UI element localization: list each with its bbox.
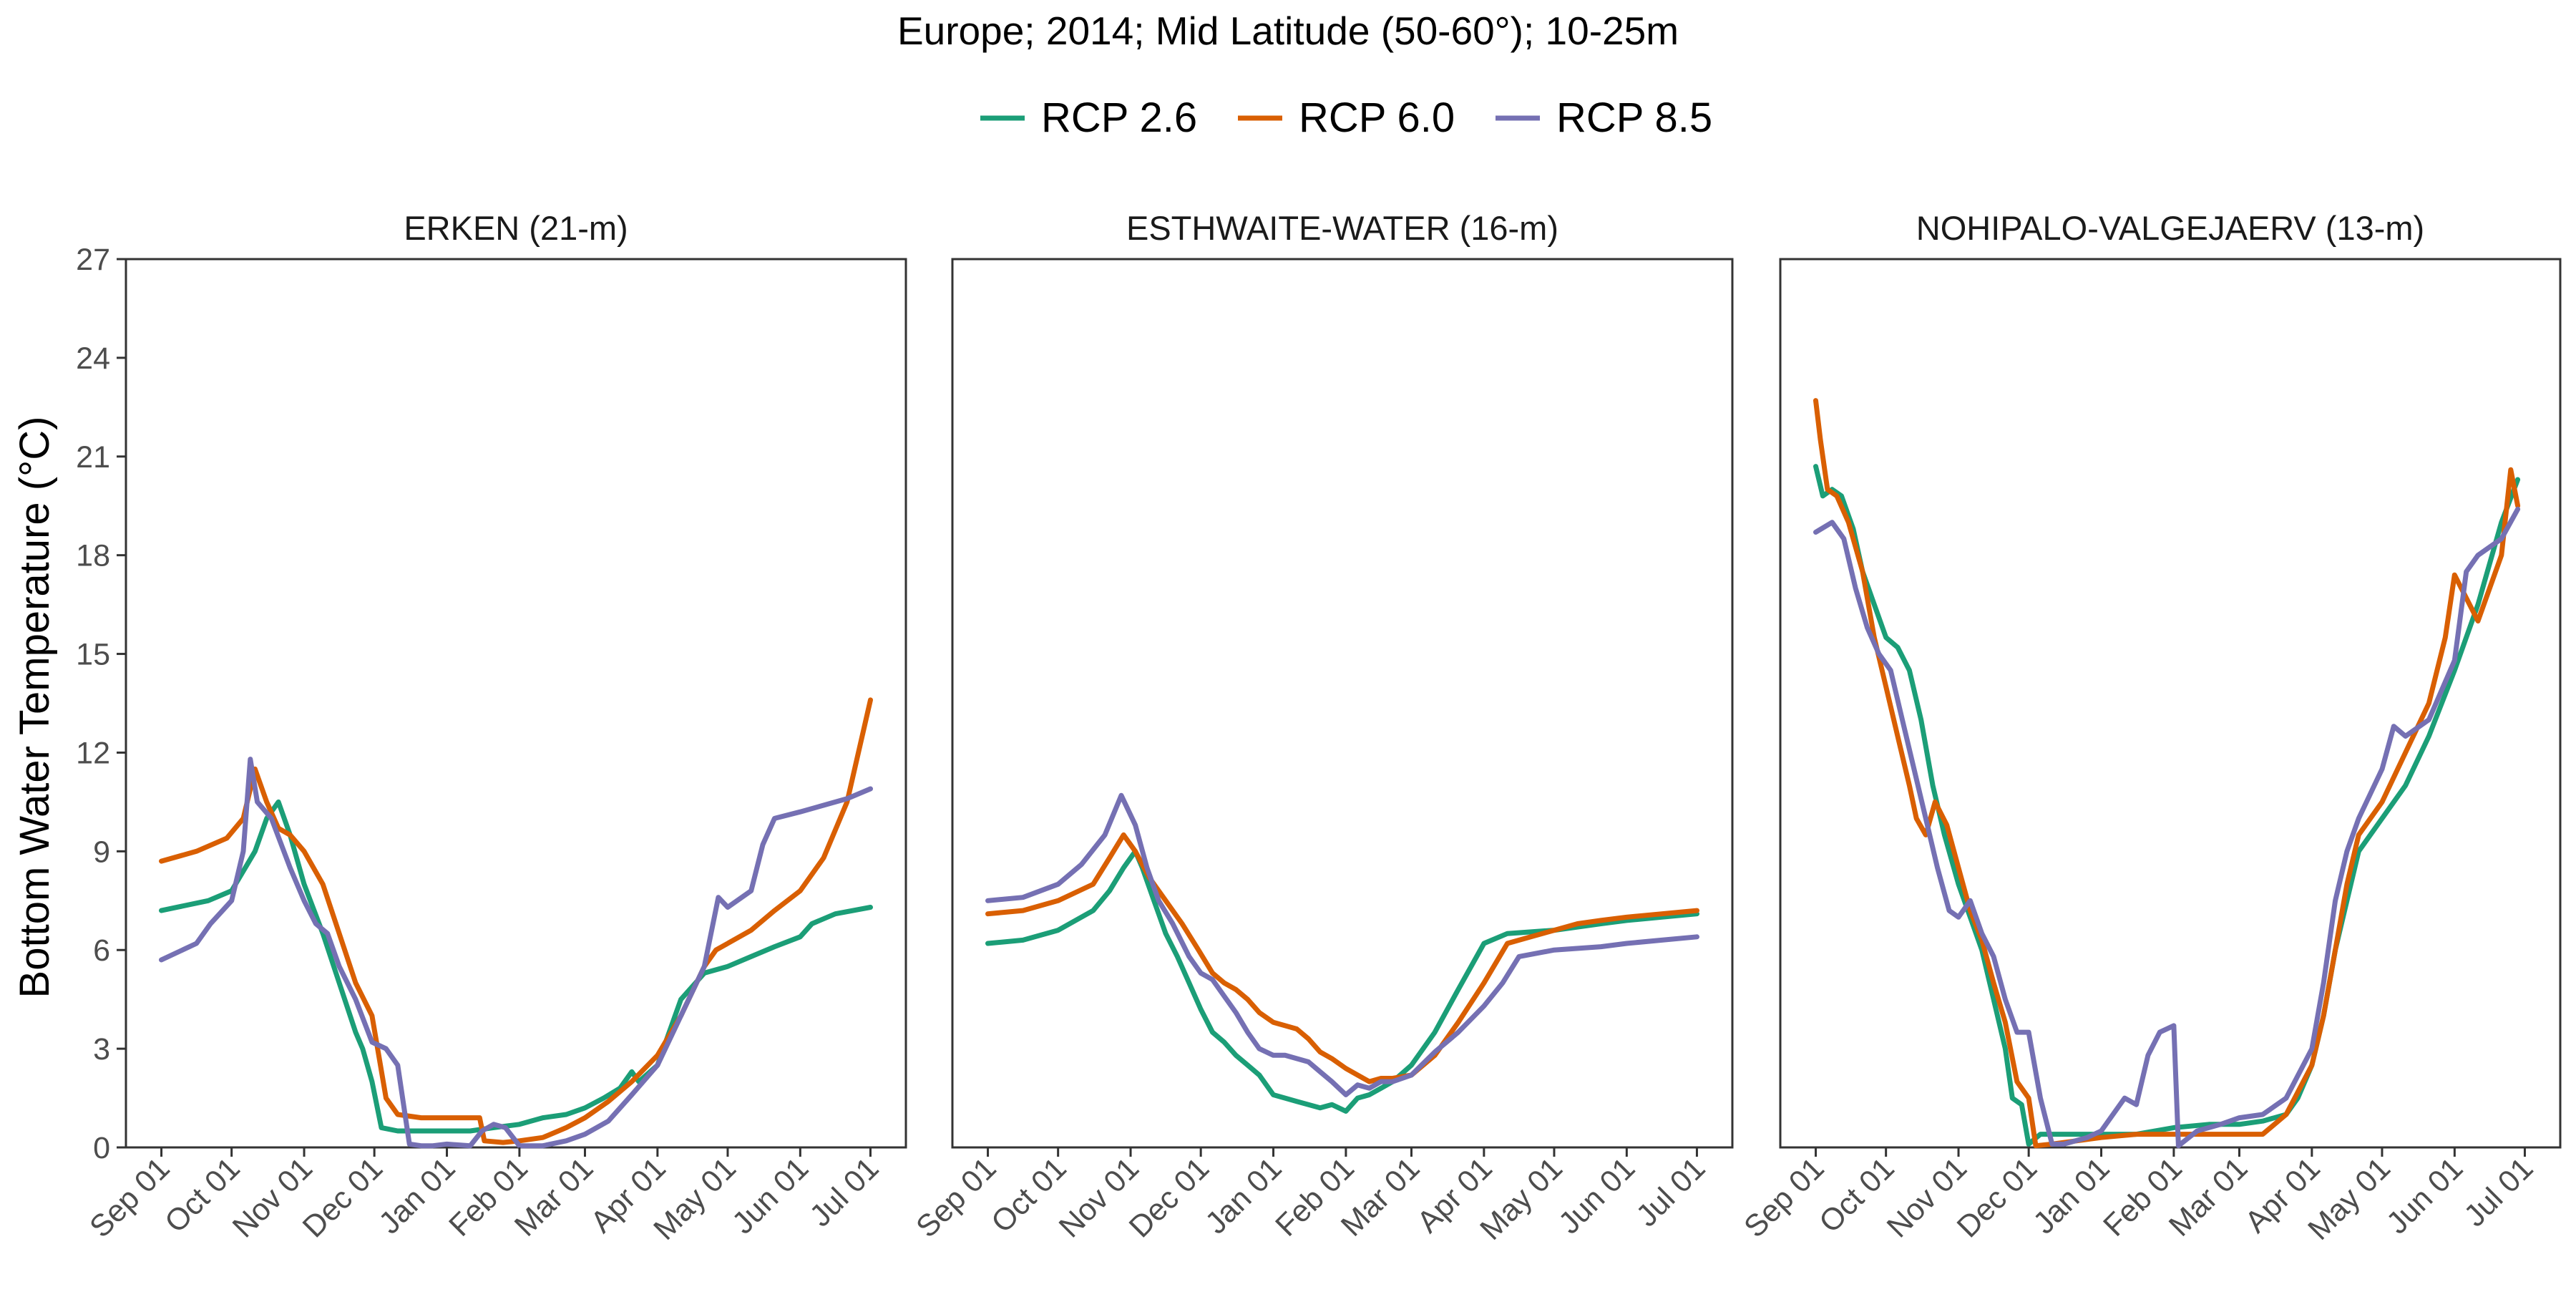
panel-border [1779, 258, 2562, 1149]
legend-item: RCP 2.6 [980, 94, 1197, 141]
y-tick-label: 3 [93, 1032, 110, 1067]
series-line [1813, 398, 2521, 1149]
panel-title: ESTHWAITE-WATER (16-m) [1126, 209, 1558, 247]
series-line [1813, 464, 2521, 1147]
legend-label: RCP 8.5 [1556, 94, 1712, 141]
series-line [985, 792, 1699, 1097]
y-tick-label: 12 [76, 736, 110, 770]
chart-title: Europe; 2014; Mid Latitude (50-60°); 10-… [897, 9, 1679, 53]
y-axis-label: Bottom Water Temperature (°C) [11, 417, 58, 999]
series-group [1813, 398, 2521, 1149]
legend-label: RCP 2.6 [1041, 94, 1197, 141]
y-tick-label: 21 [76, 440, 110, 475]
y-tick-label: 9 [93, 835, 110, 869]
series-line [985, 832, 1699, 1084]
y-tick-label: 18 [76, 539, 110, 573]
y-tick-label: 15 [76, 638, 110, 672]
series-group [159, 697, 873, 1149]
legend: RCP 2.6 RCP 6.0 RCP 8.5 [980, 94, 1712, 141]
series-line [159, 757, 873, 1149]
legend-item: RCP 6.0 [1238, 94, 1455, 141]
panel-border [951, 258, 1734, 1149]
panel-title: NOHIPALO-VALGEJAERV (13-m) [1916, 209, 2424, 247]
panel-border [125, 258, 907, 1149]
y-tick-label: 0 [93, 1131, 110, 1165]
series-line [1813, 506, 2521, 1149]
legend-label: RCP 6.0 [1299, 94, 1455, 141]
legend-item: RCP 8.5 [1496, 94, 1712, 141]
series-group [985, 792, 1699, 1114]
y-tick-label: 27 [76, 243, 110, 277]
panel-title: ERKEN (21-m) [404, 209, 628, 247]
y-axis: 0 3 6 9 12 15 18 21 24 27 [76, 243, 126, 1165]
y-tick-label: 6 [93, 933, 110, 968]
y-tick-label: 24 [76, 341, 110, 376]
